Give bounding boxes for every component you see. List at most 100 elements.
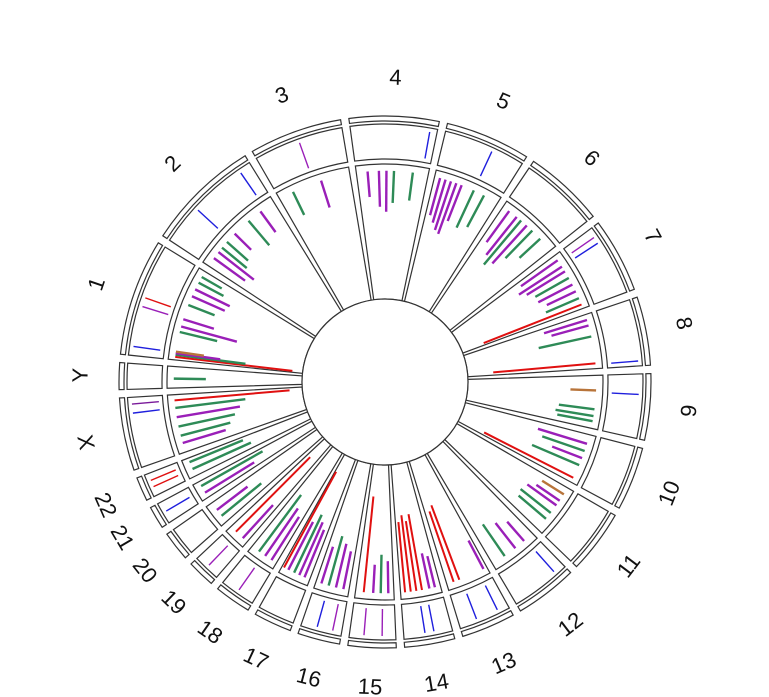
- outer-sector-chr5: [436, 130, 524, 195]
- inner-feature-chr13-70: [428, 511, 455, 583]
- outer-sector-chr7: [562, 226, 628, 306]
- band-sector-chr5: [445, 122, 528, 162]
- inner-feature-chr2-17: [247, 219, 271, 246]
- inner-feature-chr18-90: [270, 516, 301, 561]
- outer-feature-chr9-11: [611, 392, 639, 396]
- inner-feature-chrX-106: [174, 389, 290, 402]
- inner-feature-chr5-31: [455, 189, 475, 229]
- outer-sector-chr20: [172, 508, 219, 554]
- outer-feature-chr1-1: [142, 305, 169, 316]
- inner-feature-chr14-76: [397, 521, 407, 593]
- inner-feature-chr7-41: [526, 270, 566, 296]
- inner-feature-chr1-0: [175, 355, 293, 372]
- inner-feature-chr5-30: [446, 184, 463, 222]
- band-sector-chr7: [593, 222, 636, 292]
- inner-feature-chr7-40: [518, 265, 563, 296]
- inner-feature-chr18-92: [258, 494, 303, 553]
- inner-feature-chr20-95: [220, 482, 263, 517]
- inner-feature-chr12-67: [481, 523, 506, 557]
- inner-feature-chr9-52: [558, 403, 595, 411]
- band-sector-chr2: [161, 154, 249, 240]
- outer-feature-chr22-24: [153, 474, 179, 488]
- inner-feature-chr5-26: [428, 177, 442, 216]
- band-sector-chr4: [348, 115, 441, 128]
- outer-feature-chr14-16: [420, 606, 426, 633]
- outer-sector-chr15: [348, 602, 397, 641]
- inner-feature-chr14-71: [426, 555, 437, 588]
- inner-feature-chr17-85: [303, 529, 326, 578]
- chrom-label-4: 4: [389, 64, 402, 89]
- band-sector-chr15: [347, 639, 397, 649]
- inner-feature-chr4-24: [391, 170, 396, 204]
- inner-feature-chr1-7: [187, 303, 216, 317]
- inner-feature-chr4-21: [366, 171, 371, 198]
- inner-feature-chr1-1: [175, 353, 246, 365]
- inner-feature-chr16-82: [334, 543, 348, 588]
- inner-feature-chr1-6: [182, 318, 215, 330]
- outer-sector-chr6: [508, 167, 588, 245]
- inner-feature-chr10-55: [537, 427, 588, 445]
- inner-feature-chr1-11: [201, 275, 223, 290]
- inner-feature-chr10-56: [541, 435, 586, 453]
- inner-feature-chr19-93: [241, 504, 274, 540]
- inner-feature-chr16-81: [342, 551, 353, 590]
- inner-feature-chrX-104: [176, 405, 241, 419]
- chrom-label-10: 10: [653, 477, 685, 509]
- inner-feature-chr15-79: [371, 564, 376, 593]
- inner-feature-chr21-97: [204, 461, 255, 494]
- inner-feature-chr16-84: [320, 546, 335, 584]
- chrom-label-9: 9: [676, 404, 702, 419]
- outer-sector-chrY: [126, 362, 164, 391]
- band-sector-chr16: [297, 627, 342, 645]
- inner-feature-chr7-39: [520, 259, 559, 288]
- chrom-label-22: 22: [89, 489, 122, 521]
- chrom-label-5: 5: [493, 87, 514, 115]
- inner-sector-chr9: [465, 374, 604, 431]
- chromosome-rings: [118, 115, 652, 649]
- inner-feature-chr8-47: [543, 318, 588, 335]
- outer-sector-chr2: [168, 161, 269, 261]
- center-circle: [301, 298, 469, 466]
- inner-feature-chr13-68: [467, 539, 485, 570]
- inner-feature-chr2-18: [259, 210, 277, 233]
- band-sector-chr11: [572, 512, 616, 568]
- chrom-label-13: 13: [488, 647, 520, 680]
- inner-feature-chr7-44: [546, 290, 577, 307]
- band-sector-chr9: [638, 372, 652, 441]
- outer-feature-chr16-20: [316, 600, 326, 627]
- outer-feature-chr18-21: [238, 567, 256, 591]
- inner-feature-chr3-20: [319, 180, 331, 208]
- chrom-label-16: 16: [294, 662, 324, 692]
- band-sector-chr8: [631, 296, 652, 367]
- inner-feature-chr16-83: [327, 535, 344, 586]
- inner-feature-chr15-80: [362, 496, 375, 593]
- chrom-label-14: 14: [422, 668, 450, 697]
- chrom-label-11: 11: [612, 549, 646, 582]
- outer-feature-chr22-25: [150, 469, 176, 482]
- outer-feature-chrX-27: [131, 401, 159, 405]
- chrom-label-17: 17: [240, 642, 273, 675]
- outer-feature-chr7-8: [571, 236, 595, 254]
- inner-feature-chr2-12: [213, 257, 246, 282]
- inner-feature-chr8-49: [538, 335, 592, 350]
- inner-feature-chr10-57: [551, 445, 583, 460]
- band-sector-chr19: [190, 559, 216, 585]
- inner-feature-chr7-43: [537, 283, 573, 304]
- outer-feature-chr21-23: [165, 496, 190, 512]
- outer-sector-chrX: [126, 394, 176, 469]
- inner-feature-chr11-61: [535, 483, 561, 502]
- inner-feature-chr1-5: [180, 325, 238, 343]
- chrom-label-6: 6: [579, 145, 605, 172]
- inner-sector-chr16: [313, 459, 372, 598]
- outer-feature-chrX-26: [132, 409, 160, 414]
- inner-feature-chr17-87: [293, 514, 323, 574]
- outer-feature-chr1-0: [133, 345, 161, 351]
- chrom-label-1: 1: [82, 274, 110, 294]
- outer-sector-chr13: [449, 576, 511, 630]
- outer-feature-chr5-7: [479, 151, 493, 177]
- inner-feature-chr17-89: [283, 471, 337, 569]
- outer-sector-chr1: [127, 246, 196, 360]
- inner-feature-chr6-33: [485, 210, 511, 243]
- inner-feature-chr8-48: [551, 324, 589, 337]
